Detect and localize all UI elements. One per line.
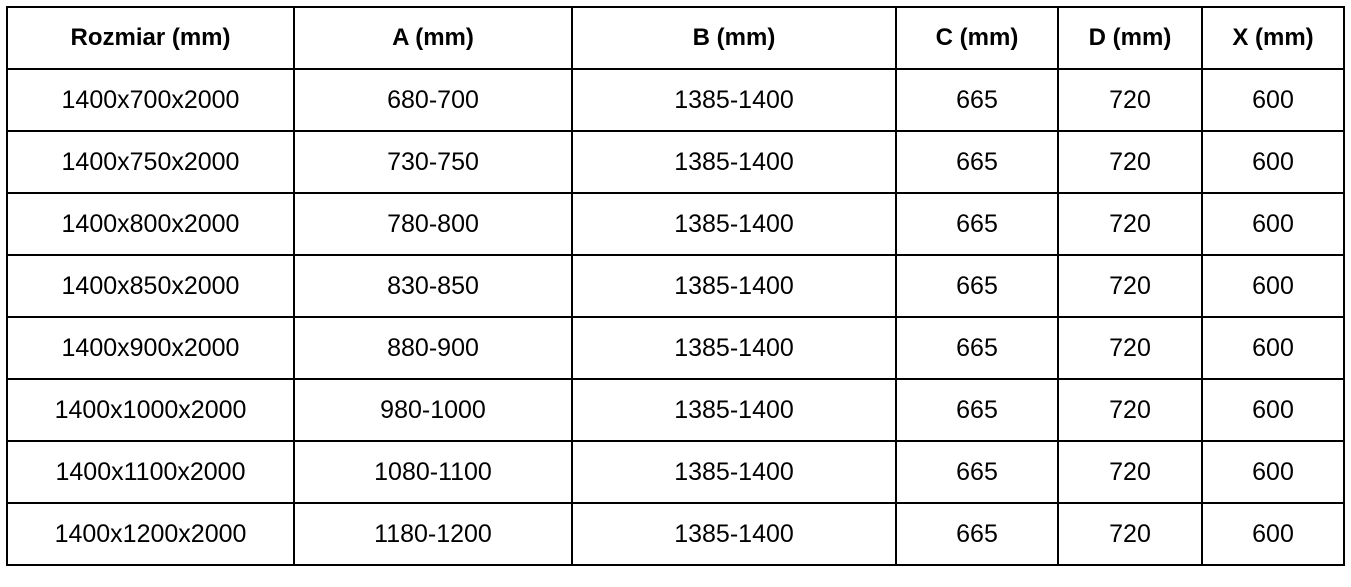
table-cell: 1385-1400 — [571, 130, 897, 194]
table-cell: 720 — [1057, 68, 1203, 132]
table-row: 1400x700x2000 680-700 1385-1400 665 720 600 — [6, 68, 1345, 132]
table-cell: 1385-1400 — [571, 68, 897, 132]
table-cell: 720 — [1057, 502, 1203, 566]
table-cell: 880-900 — [293, 316, 573, 380]
table-cell: 665 — [895, 440, 1059, 504]
dimensions-table: Rozmiar (mm) A (mm) B (mm) C (mm) D (mm) X (m… — [6, 6, 1345, 566]
table-cell: 1400x1000x2000 — [6, 378, 295, 442]
column-header: B (mm) — [571, 6, 897, 70]
table-cell: 600 — [1201, 192, 1345, 256]
table-row: 1400x1000x2000 980-1000 1385-1400 665 720 600 — [6, 378, 1345, 442]
table-cell: 665 — [895, 316, 1059, 380]
table-cell: 720 — [1057, 192, 1203, 256]
table-cell: 830-850 — [293, 254, 573, 318]
table-cell: 720 — [1057, 130, 1203, 194]
column-header: D (mm) — [1057, 6, 1203, 70]
table-row: 1400x1100x2000 1080-1100 1385-1400 665 720 60… — [6, 440, 1345, 504]
table-cell: 1385-1400 — [571, 254, 897, 318]
table-row: 1400x900x2000 880-900 1385-1400 665 720 600 — [6, 316, 1345, 380]
column-header: Rozmiar (mm) — [6, 6, 295, 70]
table-cell: 600 — [1201, 254, 1345, 318]
table-cell: 1400x750x2000 — [6, 130, 295, 194]
table-cell: 665 — [895, 254, 1059, 318]
table-row: 1400x850x2000 830-850 1385-1400 665 720 600 — [6, 254, 1345, 318]
table-row: 1400x800x2000 780-800 1385-1400 665 720 600 — [6, 192, 1345, 256]
column-header: C (mm) — [895, 6, 1059, 70]
table-cell: 1400x1100x2000 — [6, 440, 295, 504]
table-cell: 600 — [1201, 316, 1345, 380]
table-cell: 1385-1400 — [571, 440, 897, 504]
table-cell: 980-1000 — [293, 378, 573, 442]
table-cell: 600 — [1201, 68, 1345, 132]
table-cell: 665 — [895, 192, 1059, 256]
table-cell: 1385-1400 — [571, 502, 897, 566]
table-cell: 1385-1400 — [571, 378, 897, 442]
table-cell: 1180-1200 — [293, 502, 573, 566]
table-cell: 680-700 — [293, 68, 573, 132]
table-row: 1400x1200x2000 1180-1200 1385-1400 665 720 60… — [6, 502, 1345, 566]
table-cell: 1400x1200x2000 — [6, 502, 295, 566]
column-header: A (mm) — [293, 6, 573, 70]
table-cell: 1400x850x2000 — [6, 254, 295, 318]
table-cell: 720 — [1057, 378, 1203, 442]
column-header: X (mm) — [1201, 6, 1345, 70]
table-cell: 665 — [895, 378, 1059, 442]
table-cell: 720 — [1057, 316, 1203, 380]
table-cell: 730-750 — [293, 130, 573, 194]
table-cell: 780-800 — [293, 192, 573, 256]
table-cell: 600 — [1201, 130, 1345, 194]
table-row: 1400x750x2000 730-750 1385-1400 665 720 600 — [6, 130, 1345, 194]
table-cell: 600 — [1201, 440, 1345, 504]
table-cell: 665 — [895, 130, 1059, 194]
table-cell: 1080-1100 — [293, 440, 573, 504]
header-row: Rozmiar (mm) A (mm) B (mm) C (mm) D (mm) X (m… — [6, 6, 1345, 70]
table-cell: 1385-1400 — [571, 192, 897, 256]
table-cell: 1385-1400 — [571, 316, 897, 380]
table-cell: 665 — [895, 68, 1059, 132]
table-cell: 1400x700x2000 — [6, 68, 295, 132]
table-cell: 600 — [1201, 502, 1345, 566]
table-cell: 600 — [1201, 378, 1345, 442]
table-cell: 1400x800x2000 — [6, 192, 295, 256]
table-cell: 665 — [895, 502, 1059, 566]
table-cell: 720 — [1057, 254, 1203, 318]
table-cell: 720 — [1057, 440, 1203, 504]
table-cell: 1400x900x2000 — [6, 316, 295, 380]
